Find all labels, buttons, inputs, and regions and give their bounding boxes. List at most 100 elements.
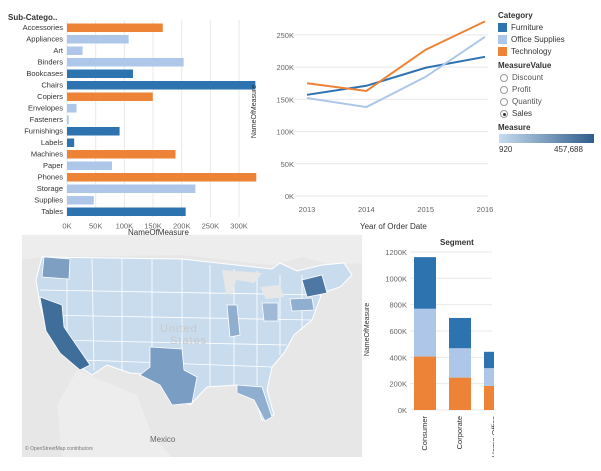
bar-category-label: Labels <box>41 138 63 147</box>
state-pennsylvania <box>289 297 315 312</box>
map-label-mexico: Mexico <box>150 435 176 444</box>
radio-profit[interactable]: Profit <box>500 85 590 96</box>
bar-x-tick-label: 100K <box>116 222 134 231</box>
radio-profit-circle[interactable] <box>500 86 508 94</box>
segment-bar-corporate-office-supplies <box>449 348 471 378</box>
legend-item-technology[interactable]: Technology <box>498 46 598 57</box>
great-lakes <box>222 270 284 299</box>
radio-discount[interactable]: Discount <box>500 73 590 84</box>
map-label-united: United <box>160 323 198 335</box>
canada-land <box>22 235 362 265</box>
segment-title: Segment <box>440 238 474 247</box>
measure-min-label: 920 <box>499 145 513 154</box>
measure-legend-title: Measure <box>498 123 531 132</box>
line-y-tick-label: 100K <box>276 128 294 137</box>
office-supplies-swatch <box>498 35 507 44</box>
bar-category-label: Chairs <box>41 81 63 90</box>
bar-paper <box>67 161 113 170</box>
radio-discount-label: Discount <box>512 73 544 82</box>
segment-stacked-bar-chart: 0K 200K 400K 600K 800K 1000K 1200K Consumer Corp… <box>385 248 494 458</box>
map-canvas <box>22 235 362 457</box>
bar-tables <box>67 207 186 216</box>
legend-item-office-supplies[interactable]: Office Supplies <box>498 34 598 45</box>
radio-profit-label: Profit <box>512 85 531 94</box>
us-sales-map[interactable]: United States Mexico © OpenStreetMap con… <box>22 235 362 457</box>
radio-quantity[interactable]: Quantity <box>500 97 590 108</box>
state-washington <box>41 256 71 280</box>
bar-category-label: Art <box>53 46 64 55</box>
state-texas <box>139 346 198 406</box>
bar-x-tick-label: 0K <box>62 222 71 231</box>
furniture-swatch <box>498 23 507 32</box>
line-x-tick-label: 2013 <box>299 205 316 214</box>
line-y-tick-label: 250K <box>276 31 294 40</box>
bar-accessories <box>67 23 163 32</box>
bar-supplies <box>67 196 94 205</box>
radio-quantity-circle[interactable] <box>500 98 508 106</box>
bar-phones <box>67 173 257 182</box>
furniture-label: Furniture <box>511 23 544 32</box>
segment-bar-home-office-office-supplies <box>484 368 494 386</box>
gulf-of-mexico <box>187 393 262 435</box>
segment-y-tick-label: 1000K <box>385 274 407 283</box>
subcategory-header: Sub-Catego.. <box>8 13 58 22</box>
technology-label: Technology <box>511 47 552 56</box>
bar-envelopes <box>67 104 77 113</box>
technology-swatch <box>498 47 507 56</box>
line-series-office-supplies <box>306 35 486 109</box>
yearly-line-chart: 0K 50K 100K 150K 200K 250K 2013 2014 2015 2016 <box>276 20 494 214</box>
state-illinois <box>226 304 241 338</box>
segment-y-tick-label: 200K <box>389 380 407 389</box>
bar-furnishings <box>67 127 120 136</box>
segment-y-tick-label: 1200K <box>385 248 407 257</box>
line-series-technology <box>306 20 486 92</box>
segment-bar-consumer-office-supplies <box>414 308 436 357</box>
legend-item-furniture[interactable]: Furniture <box>498 22 598 33</box>
bar-x-axis-title: NameOfMeasure <box>128 228 189 237</box>
segment-y-tick-label: 600K <box>389 327 407 336</box>
map-attribution: © OpenStreetMap contributors <box>25 446 93 452</box>
radio-sales-label: Sales <box>512 109 533 118</box>
bar-x-tick-label: 300K <box>230 222 248 231</box>
bar-x-tick-label: 200K <box>173 222 191 231</box>
bar-binders <box>67 58 184 67</box>
bar-x-tick-label: 250K <box>202 222 220 231</box>
bar-category-label: Furnishings <box>24 127 63 136</box>
bar-category-label: Supplies <box>34 196 63 205</box>
line-x-axis-title: Year of Order Date <box>360 222 427 231</box>
bar-category-label: Envelopes <box>28 104 63 113</box>
bar-appliances <box>67 35 129 44</box>
category-legend-title: Category <box>498 11 533 20</box>
segment-bar-corporate-furniture <box>449 317 471 349</box>
line-x-tick-label: 2015 <box>417 205 434 214</box>
line-x-tick-label: 2016 <box>477 205 494 214</box>
bar-storage <box>67 184 196 193</box>
radio-sales[interactable]: Sales <box>500 109 590 120</box>
measure-color-ramp <box>499 134 594 143</box>
state-california <box>39 296 91 371</box>
bar-bookcases <box>67 69 133 78</box>
bar-category-label: Binders <box>38 58 64 67</box>
legend-panel: Category Furniture Office Supplies Techn… <box>496 0 601 160</box>
segment-y-tick-label: 400K <box>389 353 407 362</box>
line-y-tick-label: 50K <box>281 160 294 169</box>
bar-category-label: Copiers <box>37 92 63 101</box>
measure-max-label: 457,688 <box>554 145 583 154</box>
subcategory-bar-chart: 0K 50K 100K 150K 200K 250K 300K Accessories Appl… <box>23 20 257 231</box>
line-x-tick-label: 2014 <box>358 205 375 214</box>
line-y-tick-label: 0K <box>285 192 294 201</box>
segment-bar-home-office-furniture <box>484 351 494 369</box>
map-label-states: States <box>170 335 208 347</box>
line-y-axis-title: NameOfMeasure <box>251 84 259 139</box>
mexico-land <box>57 370 172 457</box>
radio-sales-circle[interactable] <box>500 110 508 118</box>
bar-category-label: Storage <box>37 184 63 193</box>
bar-category-label: Accessories <box>23 23 64 32</box>
segment-bar-corporate-technology <box>449 377 471 410</box>
radio-discount-circle[interactable] <box>500 74 508 82</box>
segment-category-label: Home Office <box>490 416 494 458</box>
bar-copiers <box>67 92 153 101</box>
bar-machines <box>67 150 176 159</box>
line-series-furniture <box>306 55 486 96</box>
segment-category-label: Corporate <box>455 416 464 449</box>
